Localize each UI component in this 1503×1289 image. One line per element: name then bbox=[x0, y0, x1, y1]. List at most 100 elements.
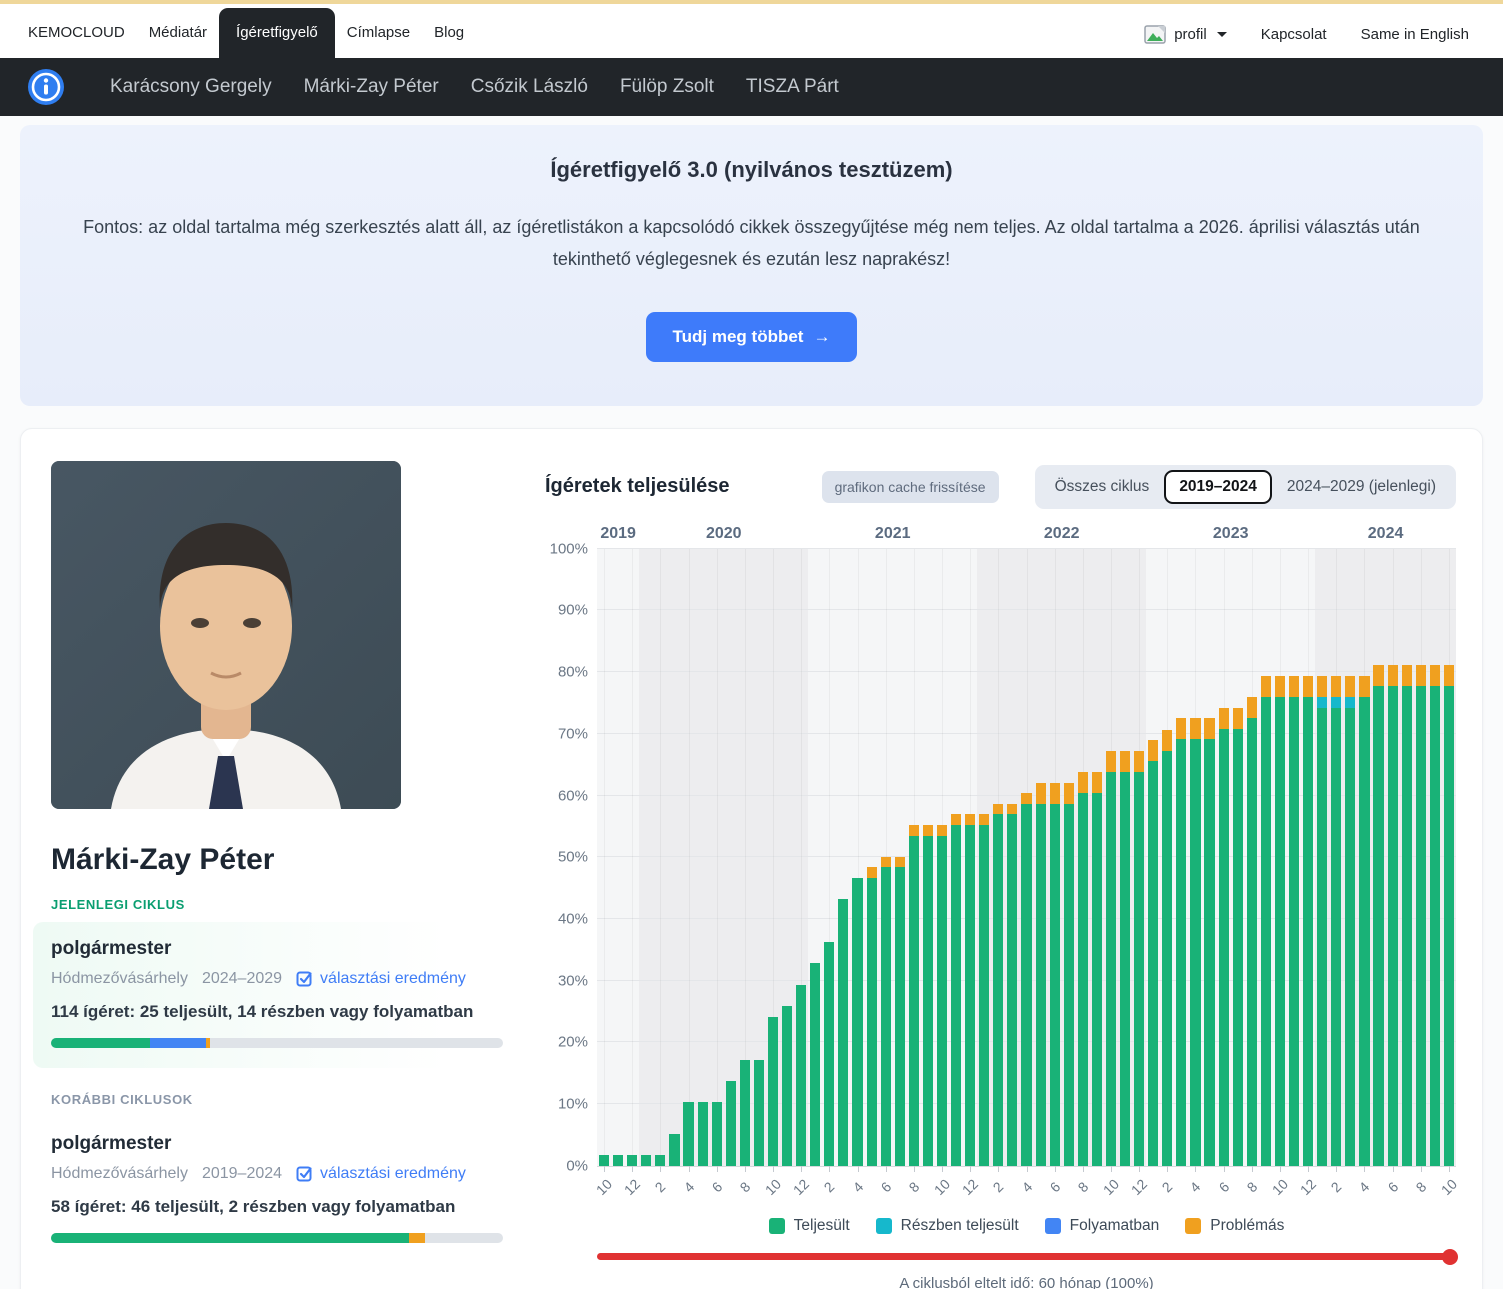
stacked-bar-2023-12[interactable] bbox=[1303, 675, 1314, 1166]
stacked-bar-2022-04[interactable] bbox=[1021, 793, 1032, 1166]
cycle-tab[interactable]: 2019–2024 bbox=[1164, 469, 1272, 504]
legend-item-partial[interactable]: Részben teljesült bbox=[875, 1217, 1019, 1235]
stacked-bar-2020-03[interactable] bbox=[669, 1133, 680, 1166]
stacked-bar-2020-12[interactable] bbox=[796, 984, 807, 1166]
stacked-bar-2021-12[interactable] bbox=[965, 814, 976, 1166]
stacked-bar-2021-09[interactable] bbox=[922, 825, 933, 1166]
x-axis-tick bbox=[1195, 1165, 1197, 1172]
stacked-bar-2023-04[interactable] bbox=[1190, 718, 1201, 1166]
x-axis-tick bbox=[1448, 1165, 1450, 1172]
politician-link[interactable]: Csőzik László bbox=[470, 76, 588, 97]
stacked-bar-2023-07[interactable] bbox=[1232, 707, 1243, 1166]
stacked-bar-2023-02[interactable] bbox=[1162, 729, 1173, 1166]
stacked-bar-2021-02[interactable] bbox=[824, 942, 835, 1166]
stacked-bar-2021-01[interactable] bbox=[810, 963, 821, 1166]
stacked-bar-2020-10[interactable] bbox=[767, 1016, 779, 1166]
learn-more-button[interactable]: Tudj meg többet → bbox=[645, 311, 858, 362]
stacked-bar-2020-04[interactable] bbox=[683, 1102, 694, 1166]
stacked-bar-2021-06[interactable] bbox=[880, 856, 891, 1166]
stacked-bar-2021-08[interactable] bbox=[908, 825, 919, 1166]
stacked-bar-2024-07[interactable] bbox=[1401, 665, 1412, 1166]
stacked-bar-2021-10[interactable] bbox=[936, 825, 948, 1166]
stacked-bar-2021-11[interactable] bbox=[951, 814, 962, 1166]
stacked-bar-2020-01[interactable] bbox=[641, 1155, 652, 1166]
stacked-bar-2023-05[interactable] bbox=[1204, 718, 1215, 1166]
brand-kemocloud[interactable]: KEMOCLOUD bbox=[28, 24, 125, 41]
politician-link[interactable]: Karácsony Gergely bbox=[110, 76, 272, 97]
stacked-bar-2023-09[interactable] bbox=[1260, 675, 1271, 1166]
stacked-bar-2024-01[interactable] bbox=[1317, 676, 1328, 1166]
stacked-bar-2022-02[interactable] bbox=[993, 803, 1004, 1166]
stacked-bar-2022-08[interactable] bbox=[1077, 772, 1088, 1166]
legend-item-fulfilled[interactable]: Teljesült bbox=[768, 1217, 850, 1235]
year-label: 2024 bbox=[1367, 524, 1404, 542]
stacked-bar-2024-02[interactable] bbox=[1331, 676, 1342, 1166]
contact-link[interactable]: Kapcsolat bbox=[1260, 26, 1327, 43]
stacked-bar-2022-06[interactable] bbox=[1049, 782, 1060, 1166]
topnav-tab-blog[interactable]: Blog bbox=[434, 24, 465, 41]
stacked-bar-2023-01[interactable] bbox=[1148, 740, 1159, 1166]
stacked-bar-2020-09[interactable] bbox=[753, 1059, 764, 1166]
election-result-link[interactable]: választási eredmény bbox=[296, 1165, 466, 1183]
legend-item-in_progress[interactable]: Folyamatban bbox=[1044, 1217, 1159, 1235]
bar-segment-fulfilled bbox=[1105, 771, 1117, 1166]
stacked-bar-2022-10[interactable] bbox=[1105, 750, 1117, 1166]
stacked-bar-2022-11[interactable] bbox=[1120, 750, 1131, 1166]
bar-segment-problematic bbox=[993, 803, 1004, 815]
stacked-bar-2023-08[interactable] bbox=[1246, 697, 1257, 1166]
stacked-bar-2020-06[interactable] bbox=[711, 1102, 722, 1166]
bar-segment-fulfilled bbox=[1415, 686, 1426, 1166]
x-axis-tick bbox=[998, 1165, 1000, 1172]
stacked-bar-2021-07[interactable] bbox=[894, 856, 905, 1166]
time-slider-handle[interactable] bbox=[1442, 1248, 1458, 1265]
topnav-tab-médiatár[interactable]: Médiatár bbox=[148, 24, 208, 41]
legend-item-problematic[interactable]: Problémás bbox=[1185, 1217, 1284, 1235]
stacked-bar-2022-12[interactable] bbox=[1134, 750, 1145, 1166]
stacked-bar-2021-03[interactable] bbox=[838, 899, 849, 1166]
stacked-bar-2024-10[interactable] bbox=[1443, 665, 1454, 1166]
stacked-bar-2022-05[interactable] bbox=[1035, 782, 1046, 1166]
politician-link[interactable]: Márki-Zay Péter bbox=[303, 76, 439, 97]
stacked-bar-2023-10[interactable] bbox=[1274, 675, 1286, 1166]
stacked-bar-2023-03[interactable] bbox=[1176, 718, 1187, 1166]
topnav-tab-ígéretfigyelő[interactable]: Ígéretfigyelő bbox=[219, 8, 335, 58]
stacked-bar-2022-01[interactable] bbox=[979, 814, 990, 1166]
stacked-bar-2021-05[interactable] bbox=[866, 867, 877, 1166]
cycle-tab[interactable]: Összes ciklus bbox=[1054, 477, 1150, 495]
language-link[interactable]: Same in English bbox=[1360, 26, 1469, 43]
politician-link[interactable]: Fülöp Zsolt bbox=[619, 76, 714, 97]
stacked-bar-2019-10[interactable] bbox=[598, 1155, 610, 1166]
stacked-bar-2023-06[interactable] bbox=[1218, 707, 1229, 1166]
stacked-bar-2020-11[interactable] bbox=[782, 1005, 793, 1166]
stacked-bar-2019-11[interactable] bbox=[613, 1155, 624, 1166]
stacked-bar-2019-12[interactable] bbox=[627, 1155, 638, 1166]
stacked-bar-2020-08[interactable] bbox=[739, 1059, 750, 1166]
stacked-bar-2024-03[interactable] bbox=[1345, 676, 1356, 1166]
info-icon[interactable] bbox=[28, 69, 64, 105]
stacked-bar-2022-07[interactable] bbox=[1063, 782, 1074, 1166]
election-result-link[interactable]: választási eredmény bbox=[296, 970, 466, 988]
time-slider[interactable] bbox=[597, 1248, 1458, 1265]
bar-segment-problematic bbox=[1359, 675, 1370, 697]
x-axis-tick-label: 8 bbox=[1074, 1178, 1092, 1196]
stacked-bar-2024-04[interactable] bbox=[1359, 675, 1370, 1166]
time-slider-track[interactable] bbox=[597, 1253, 1456, 1261]
refresh-cache-button[interactable]: grafikon cache frissítése bbox=[821, 470, 999, 503]
profile-menu[interactable]: profil bbox=[1144, 25, 1227, 44]
bar-segment-fulfilled bbox=[697, 1102, 708, 1166]
stacked-bar-2021-04[interactable] bbox=[852, 877, 863, 1166]
stacked-bar-2022-03[interactable] bbox=[1007, 803, 1018, 1166]
stacked-bar-2024-08[interactable] bbox=[1415, 665, 1426, 1166]
stacked-bar-2022-09[interactable] bbox=[1091, 772, 1102, 1166]
stacked-bar-2023-11[interactable] bbox=[1288, 675, 1300, 1166]
stacked-bar-2020-02[interactable] bbox=[655, 1155, 666, 1166]
politician-link[interactable]: TISZA Párt bbox=[745, 76, 839, 97]
stacked-bar-2020-07[interactable] bbox=[725, 1080, 736, 1166]
stacked-bar-2024-05[interactable] bbox=[1373, 665, 1384, 1166]
stacked-bar-2024-06[interactable] bbox=[1387, 665, 1398, 1166]
stacked-bar-2020-05[interactable] bbox=[697, 1102, 708, 1166]
bar-segment-fulfilled bbox=[1021, 803, 1032, 1166]
cycle-tab[interactable]: 2024–2029 (jelenlegi) bbox=[1286, 477, 1436, 495]
stacked-bar-2024-09[interactable] bbox=[1429, 665, 1440, 1166]
topnav-tab-címlapse[interactable]: Címlapse bbox=[346, 24, 411, 41]
